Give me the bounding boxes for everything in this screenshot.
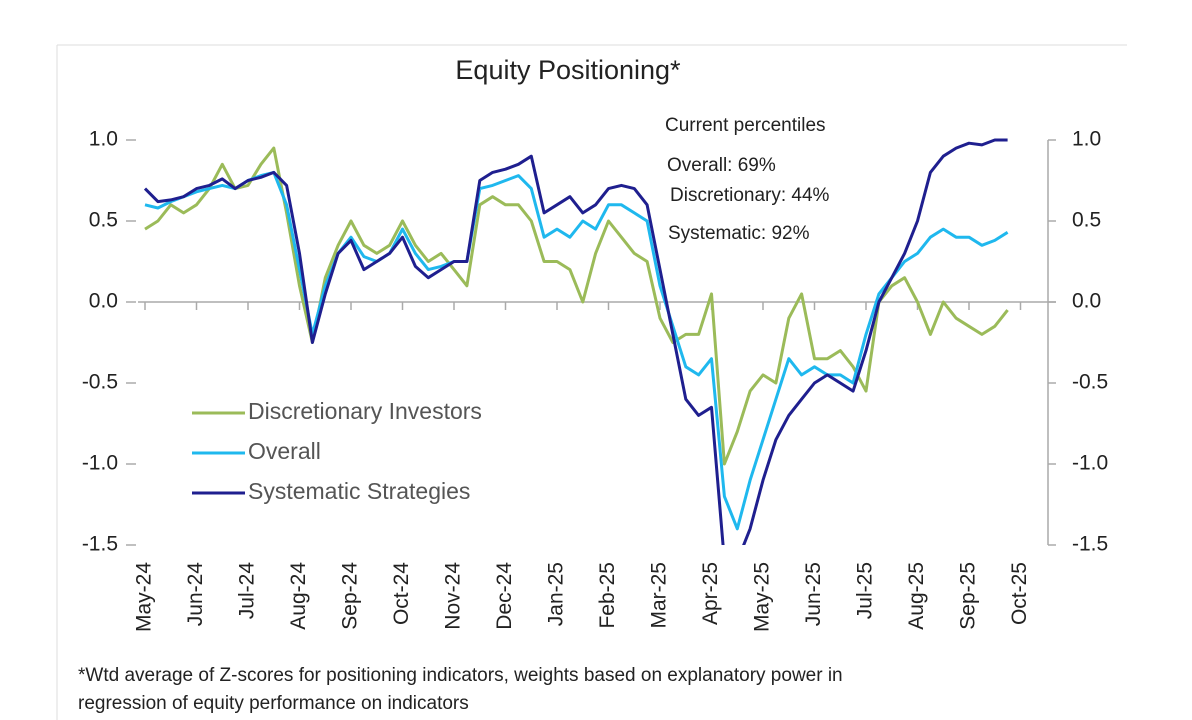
y-tick-label: 1.0 xyxy=(89,128,118,151)
x-tick-label: Sep-25 xyxy=(957,562,980,630)
y2-tick-label: -1.5 xyxy=(1072,533,1108,556)
x-tick-label: May-24 xyxy=(133,562,156,632)
legend-label: Systematic Strategies xyxy=(248,478,470,504)
x-tick-label: Oct-25 xyxy=(1008,562,1031,625)
footnote: regression of equity performance on indi… xyxy=(78,693,469,714)
y-tick-label: 0.0 xyxy=(89,290,118,313)
legend-label: Discretionary Investors xyxy=(248,398,482,424)
footnote: *Wtd average of Z-scores for positioning… xyxy=(78,665,843,686)
x-tick-label: Sep-24 xyxy=(339,562,362,630)
y-tick-label: -0.5 xyxy=(82,371,118,394)
x-tick-label: Jul-25 xyxy=(854,562,877,619)
y2-tick-label: 0.5 xyxy=(1072,209,1101,232)
y2-tick-label: -1.0 xyxy=(1072,452,1108,475)
x-tick-label: Jul-24 xyxy=(236,562,259,620)
x-tick-label: Oct-24 xyxy=(390,562,413,625)
y-tick-label: 0.5 xyxy=(89,209,118,232)
chart-title: Equity Positioning* xyxy=(455,55,681,85)
x-tick-label: Mar-25 xyxy=(648,562,671,629)
y2-tick-label: 0.0 xyxy=(1072,290,1101,313)
annotation: Overall: 69% xyxy=(667,155,776,176)
series-line xyxy=(144,170,1009,531)
y-tick-label: -1.0 xyxy=(82,452,118,475)
y-tick-label: -1.5 xyxy=(82,533,118,556)
x-tick-label: Apr-25 xyxy=(699,562,722,625)
x-tick-label: Nov-24 xyxy=(442,562,465,630)
x-tick-label: May-25 xyxy=(751,562,774,632)
annotation: Discretionary: 44% xyxy=(670,185,830,206)
x-tick-label: Dec-24 xyxy=(493,562,516,630)
plot-area xyxy=(143,138,1009,545)
x-tick-label: Jun-24 xyxy=(184,562,207,627)
annotation: Systematic: 92% xyxy=(668,223,810,244)
y2-tick-label: 1.0 xyxy=(1072,128,1101,151)
x-tick-label: Jan-25 xyxy=(545,562,568,626)
annotation: Current percentiles xyxy=(665,115,826,136)
x-tick-label: Feb-25 xyxy=(596,562,619,629)
series-line xyxy=(144,146,1009,466)
x-tick-label: Aug-25 xyxy=(905,562,928,630)
x-tick-label: Aug-24 xyxy=(287,562,310,630)
x-tick-label: Jun-25 xyxy=(802,562,825,626)
y2-tick-label: -0.5 xyxy=(1072,371,1108,394)
legend-label: Overall xyxy=(248,438,321,464)
series-line xyxy=(143,138,1008,545)
